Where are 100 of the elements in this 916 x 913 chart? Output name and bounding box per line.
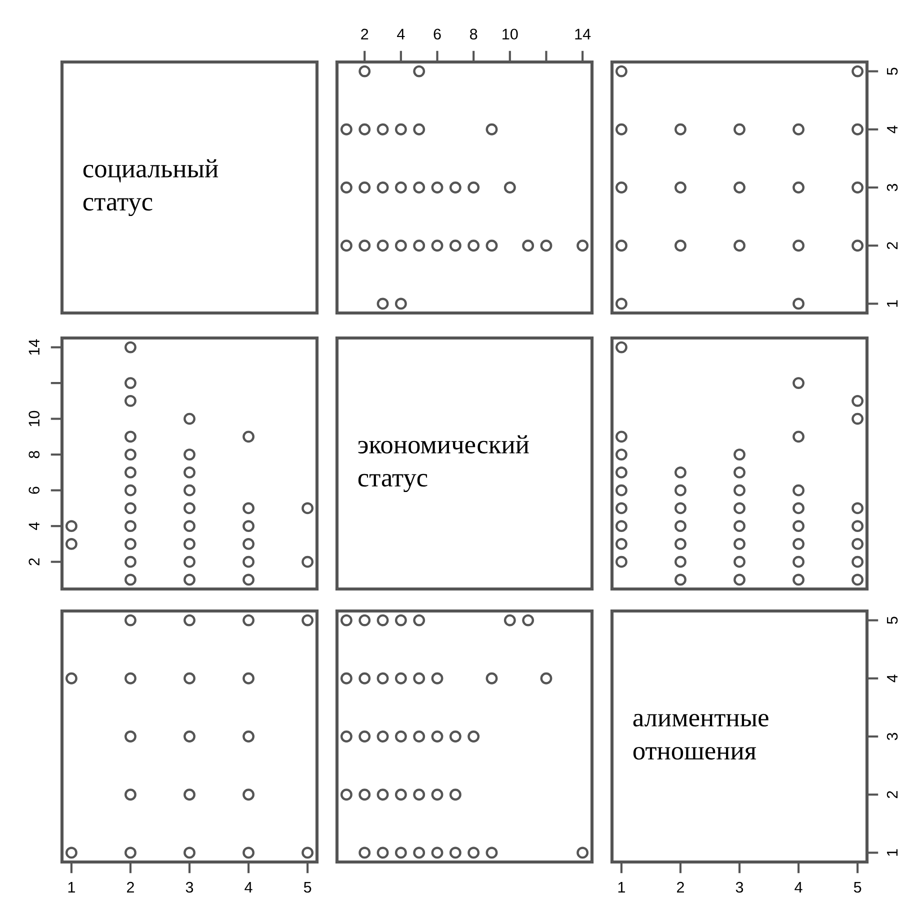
point xyxy=(242,574,254,586)
point xyxy=(615,448,628,461)
y-tick-label: 5 xyxy=(887,68,898,75)
x-tick-label: 2 xyxy=(676,882,684,893)
point xyxy=(358,614,371,626)
point xyxy=(340,182,352,194)
point xyxy=(358,672,371,684)
point xyxy=(734,182,746,194)
point xyxy=(734,538,746,550)
point xyxy=(376,730,389,742)
y-tick-label: 10 xyxy=(28,410,40,426)
y-tick-label: 1 xyxy=(887,849,898,856)
point xyxy=(65,538,78,550)
point xyxy=(242,788,254,801)
point xyxy=(852,538,864,550)
y-tick-label: 4 xyxy=(28,522,40,530)
point xyxy=(449,730,462,742)
point xyxy=(340,614,352,626)
point xyxy=(431,182,444,194)
point xyxy=(376,240,389,252)
x-tick-label: 8 xyxy=(470,28,478,40)
y-tick-label: 2 xyxy=(28,558,40,566)
point xyxy=(486,846,498,859)
point xyxy=(468,182,480,194)
point xyxy=(413,240,426,252)
point xyxy=(674,240,686,252)
point xyxy=(852,574,864,586)
x-tick-label: 2 xyxy=(126,882,134,893)
point xyxy=(124,574,136,586)
point xyxy=(852,240,864,252)
y-tick-label: 1 xyxy=(887,300,898,307)
point xyxy=(394,614,407,626)
point xyxy=(674,538,686,550)
point xyxy=(674,502,686,514)
point xyxy=(674,182,686,194)
point xyxy=(540,240,552,252)
point xyxy=(413,788,426,801)
point xyxy=(340,672,352,684)
point xyxy=(449,240,462,252)
point xyxy=(792,502,804,514)
point xyxy=(504,614,516,626)
point xyxy=(615,65,628,78)
point xyxy=(852,502,864,514)
point xyxy=(124,502,136,514)
point xyxy=(358,182,371,194)
point xyxy=(792,182,804,194)
point xyxy=(449,182,462,194)
point xyxy=(792,574,804,586)
point xyxy=(431,240,444,252)
point xyxy=(124,377,136,390)
point xyxy=(242,730,254,742)
point xyxy=(358,65,371,78)
point xyxy=(615,240,628,252)
point xyxy=(124,788,136,801)
x-tick-label: 1 xyxy=(618,882,625,893)
point xyxy=(792,520,804,532)
point xyxy=(124,672,136,684)
point xyxy=(376,846,389,859)
point xyxy=(65,672,78,684)
point xyxy=(394,123,407,136)
point xyxy=(734,502,746,514)
point xyxy=(449,788,462,801)
point xyxy=(615,182,628,194)
point xyxy=(852,412,864,425)
point xyxy=(184,614,196,626)
point xyxy=(792,484,804,496)
x-tick-label: 5 xyxy=(854,882,862,893)
point xyxy=(486,123,498,136)
point xyxy=(394,730,407,742)
point xyxy=(394,298,407,310)
point xyxy=(734,123,746,136)
x-tick-label: 14 xyxy=(575,28,591,40)
point xyxy=(376,123,389,136)
point xyxy=(242,556,254,568)
point xyxy=(124,538,136,550)
point xyxy=(486,240,498,252)
point xyxy=(615,484,628,496)
point xyxy=(674,123,686,136)
point xyxy=(124,520,136,532)
point xyxy=(674,520,686,532)
point xyxy=(124,466,136,478)
point xyxy=(184,730,196,742)
x-tick-label: 4 xyxy=(244,882,252,893)
point xyxy=(615,502,628,514)
point xyxy=(674,574,686,586)
point xyxy=(358,730,371,742)
point xyxy=(852,123,864,136)
point xyxy=(540,672,552,684)
point xyxy=(792,298,804,310)
text: социальный статус xyxy=(83,159,218,216)
point xyxy=(124,484,136,496)
point xyxy=(413,672,426,684)
point xyxy=(184,520,196,532)
point xyxy=(394,846,407,859)
point xyxy=(394,672,407,684)
point xyxy=(734,484,746,496)
point xyxy=(852,520,864,532)
y-tick-label: 14 xyxy=(28,339,40,355)
point xyxy=(65,520,78,532)
y-tick-label: 4 xyxy=(887,126,898,134)
